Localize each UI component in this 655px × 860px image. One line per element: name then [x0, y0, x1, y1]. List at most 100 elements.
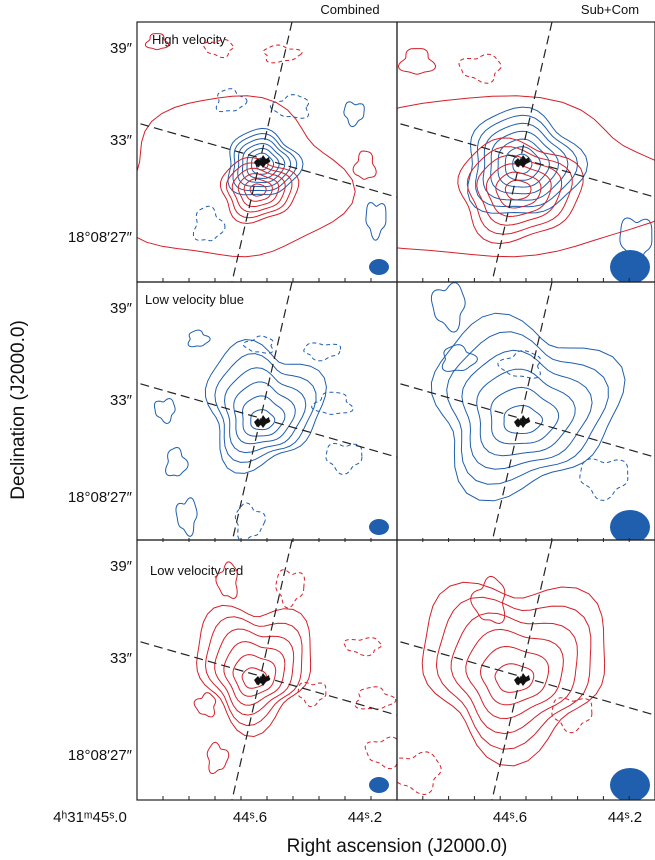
contour: [397, 751, 442, 796]
contour: [241, 395, 286, 437]
x-tick-label: 44ˢ.2: [348, 809, 382, 826]
source: [254, 673, 270, 686]
contour: [243, 178, 273, 202]
contour: [504, 146, 542, 181]
source: [514, 155, 530, 168]
contour: [232, 654, 277, 697]
axis-line: [491, 540, 553, 800]
contour: [430, 282, 466, 333]
contour: [441, 344, 479, 372]
contour: [497, 350, 542, 379]
contour: [153, 397, 176, 425]
contour: [397, 95, 655, 258]
contour: [446, 331, 609, 485]
contour: [214, 628, 295, 716]
contour: [214, 353, 317, 463]
contour: [231, 167, 286, 213]
contour: [397, 48, 437, 75]
contour: [303, 342, 342, 362]
contour: [144, 33, 170, 51]
y-tick-label: 33″: [110, 392, 133, 409]
contour: [354, 686, 397, 710]
contour: [237, 173, 280, 207]
contour: [223, 641, 286, 706]
panel-label: High velocity: [152, 32, 226, 47]
y-tick-label: 18°08′27″: [68, 229, 133, 246]
contour: [461, 349, 593, 470]
contour: [227, 127, 304, 196]
contour: [479, 645, 550, 706]
panel: [397, 282, 655, 540]
y-tick-label: 33″: [110, 650, 133, 667]
contour: [497, 138, 550, 188]
source: [254, 155, 270, 168]
axis-line: [491, 282, 553, 540]
y-tick-label: 18°08′27″: [68, 489, 133, 506]
contour: [476, 154, 563, 226]
contour: [495, 171, 542, 209]
contour: [192, 205, 226, 242]
y-tick-label: 33″: [110, 132, 133, 149]
contour: [175, 497, 198, 537]
column-title: Sub+Com: [581, 2, 639, 17]
contour: [262, 44, 303, 64]
contour: [458, 53, 502, 84]
contour: [421, 581, 606, 767]
panel: [137, 282, 397, 540]
contour: [297, 681, 327, 708]
contour: [343, 637, 382, 657]
contour: [430, 312, 626, 502]
y-tick-label: 39″: [110, 558, 133, 575]
contour: [193, 692, 217, 718]
contour: [551, 697, 593, 734]
axis-line: [231, 540, 293, 800]
panel: [397, 540, 655, 800]
panel: [137, 22, 397, 282]
source: [514, 415, 530, 428]
contour: [249, 183, 267, 197]
panel-label: Low velocity red: [150, 563, 243, 578]
panel-frame: [396, 281, 655, 541]
contour: [490, 386, 560, 445]
contour: [503, 404, 544, 435]
contour: [490, 130, 560, 195]
beam: [610, 250, 650, 282]
panel-frame: [136, 539, 398, 801]
x-tick-label: 44ˢ.6: [493, 809, 527, 826]
contour: [204, 338, 327, 474]
beam: [369, 259, 389, 275]
contour: [203, 38, 234, 59]
x-tick-label: 44ˢ.2: [608, 809, 642, 826]
column-title: Combined: [320, 2, 379, 17]
source: [514, 673, 530, 686]
beam: [610, 768, 650, 800]
contour: [457, 137, 584, 245]
contour: [215, 88, 248, 113]
contour: [364, 736, 397, 770]
contour: [465, 628, 564, 720]
contour: [187, 329, 211, 348]
panel-label: Low velocity blue: [145, 292, 244, 307]
contour: [450, 612, 578, 735]
contour: [466, 146, 573, 235]
contour: [470, 575, 506, 625]
contour: [241, 142, 286, 184]
contour: [467, 106, 589, 214]
panel: [397, 22, 655, 282]
source: [254, 415, 270, 428]
contour: [269, 94, 310, 119]
contour: [241, 667, 267, 689]
contour: [504, 179, 532, 201]
beam: [610, 510, 650, 540]
contour: [204, 616, 303, 727]
y-tick-label: 18°08′27″: [68, 747, 133, 764]
contour: [475, 114, 579, 208]
contour: [237, 138, 292, 188]
beam: [369, 777, 389, 793]
beam: [369, 519, 389, 535]
x-tick-label: 4ʰ31ᵐ45ˢ.0: [53, 809, 127, 826]
axis-line: [231, 22, 293, 282]
contour: [275, 569, 306, 609]
contour: [352, 150, 377, 180]
panel: [137, 540, 397, 800]
